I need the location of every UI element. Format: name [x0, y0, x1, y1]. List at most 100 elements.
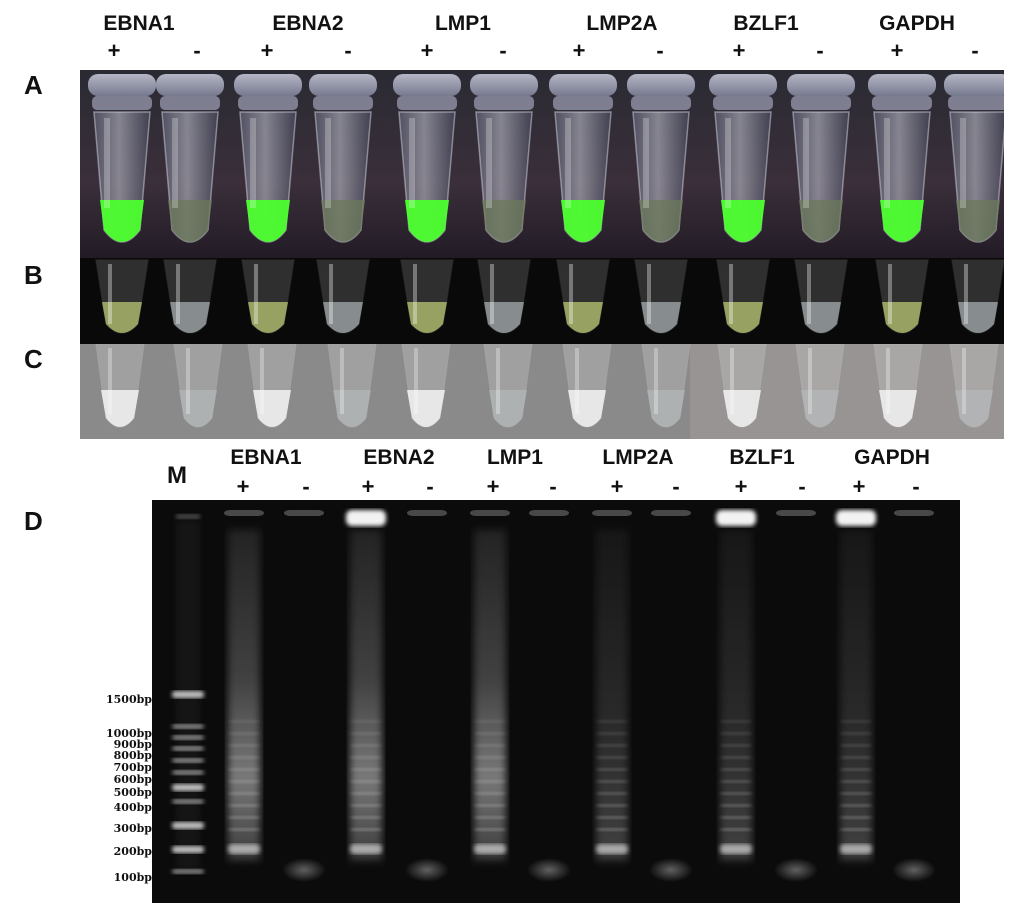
tube-cap [549, 74, 617, 96]
amplicon-smear [350, 530, 382, 860]
ladder-band [172, 746, 204, 751]
amplicon-band [841, 780, 871, 783]
amplicon-band [229, 756, 259, 759]
reaction-tube [400, 259, 454, 334]
tube-highlight [496, 348, 500, 414]
reaction-liquid [561, 200, 605, 242]
marker-size-label: 800bp [113, 749, 152, 762]
primer-dimer [892, 858, 936, 882]
gel-label-ebna1: EBNA1 [230, 446, 302, 469]
amplicon-smear [228, 530, 260, 860]
primer-dimer [527, 858, 571, 882]
minus-sign: - [816, 38, 824, 63]
reaction-liquid [647, 390, 685, 427]
reaction-tube [88, 74, 156, 243]
gel-label-bzlf1: BZLF1 [729, 446, 795, 469]
reaction-liquid [168, 200, 212, 242]
amplicon-band [475, 828, 505, 831]
tube-highlight [725, 118, 731, 208]
marker-size-label: 1000bp [106, 727, 152, 740]
reaction-tube [787, 74, 855, 243]
tube-highlight [729, 264, 733, 324]
tube-cap [234, 74, 302, 96]
reaction-liquid [102, 302, 142, 333]
ladder-band [172, 799, 204, 804]
amplicon-band [597, 816, 627, 819]
tube-cap [470, 74, 538, 96]
amplicon-band [597, 720, 627, 723]
panel-label-c: C [24, 344, 43, 374]
plus-sign: + [107, 38, 121, 63]
amplicon-band [597, 744, 627, 747]
reaction-liquid [100, 200, 144, 242]
reaction-tube [868, 74, 936, 243]
plus-sign: + [361, 474, 375, 499]
tube-rim [631, 96, 691, 110]
gel-well [592, 510, 632, 516]
plus-sign: + [236, 474, 250, 499]
amplicon-band [475, 732, 505, 735]
amplicon-band [597, 804, 627, 807]
amplicon-band [351, 828, 381, 831]
marker-size-label: 300bp [113, 822, 152, 835]
reaction-tube [794, 259, 848, 334]
tube-highlight [329, 264, 333, 324]
amplicon-band [841, 744, 871, 747]
ladder-band [172, 691, 204, 698]
reaction-liquid [489, 390, 527, 427]
reaction-tube [641, 344, 691, 428]
gel-well [716, 510, 756, 526]
plus-sign: + [852, 474, 866, 499]
tube-highlight [413, 264, 417, 324]
tube-highlight [176, 264, 180, 324]
reaction-liquid [253, 390, 291, 427]
panel-a-fluorescence-photo [80, 70, 1004, 258]
amplicon-band [475, 744, 505, 747]
reaction-tube [944, 74, 1004, 243]
minus-sign: - [426, 474, 434, 499]
reaction-liquid [484, 302, 524, 333]
reaction-tube [549, 74, 617, 243]
amplicon-band [351, 744, 381, 747]
tube-cap [88, 74, 156, 96]
tube-highlight [104, 118, 110, 208]
tube-highlight [486, 118, 492, 208]
amplicon-band [721, 732, 751, 735]
gel-well [529, 510, 569, 516]
minus-sign: - [302, 474, 310, 499]
amplicon-band [721, 744, 751, 747]
reaction-liquid [170, 302, 210, 333]
reaction-tube [241, 259, 295, 334]
tube-highlight [886, 348, 890, 414]
marker-size-label: 400bp [113, 801, 152, 814]
amplicon-band [351, 732, 381, 735]
plus-sign: + [610, 474, 624, 499]
ladder-band [172, 724, 204, 729]
amplicon-band [229, 768, 259, 771]
plus-sign: + [890, 38, 904, 63]
tube-rim [713, 96, 773, 110]
amplicon-smear [596, 530, 628, 860]
minus-sign: - [912, 474, 920, 499]
gel-label-ebna2: EBNA2 [363, 446, 435, 469]
tube-highlight [808, 348, 812, 414]
amplicon-smear [474, 530, 506, 860]
amplicon-band [597, 792, 627, 795]
amplicon-band [721, 720, 751, 723]
ladder-band [172, 758, 204, 763]
plus-sign: + [572, 38, 586, 63]
reaction-tube [716, 259, 770, 334]
gene-label-gapdh: GAPDH [879, 12, 955, 35]
panel-b-visible-light-photo [80, 258, 1004, 344]
amplicon-band [229, 732, 259, 735]
amplicon-band [229, 780, 259, 783]
ladder-band [172, 869, 204, 874]
tube-highlight [888, 264, 892, 324]
gene-label-ebna1: EBNA1 [103, 12, 175, 35]
tube-highlight [409, 118, 415, 208]
gel-label-gapdh: GAPDH [854, 446, 930, 469]
reaction-tube [717, 344, 767, 428]
tube-highlight [807, 264, 811, 324]
tube-highlight [575, 348, 579, 414]
marker-size-label: 200bp [113, 845, 152, 858]
